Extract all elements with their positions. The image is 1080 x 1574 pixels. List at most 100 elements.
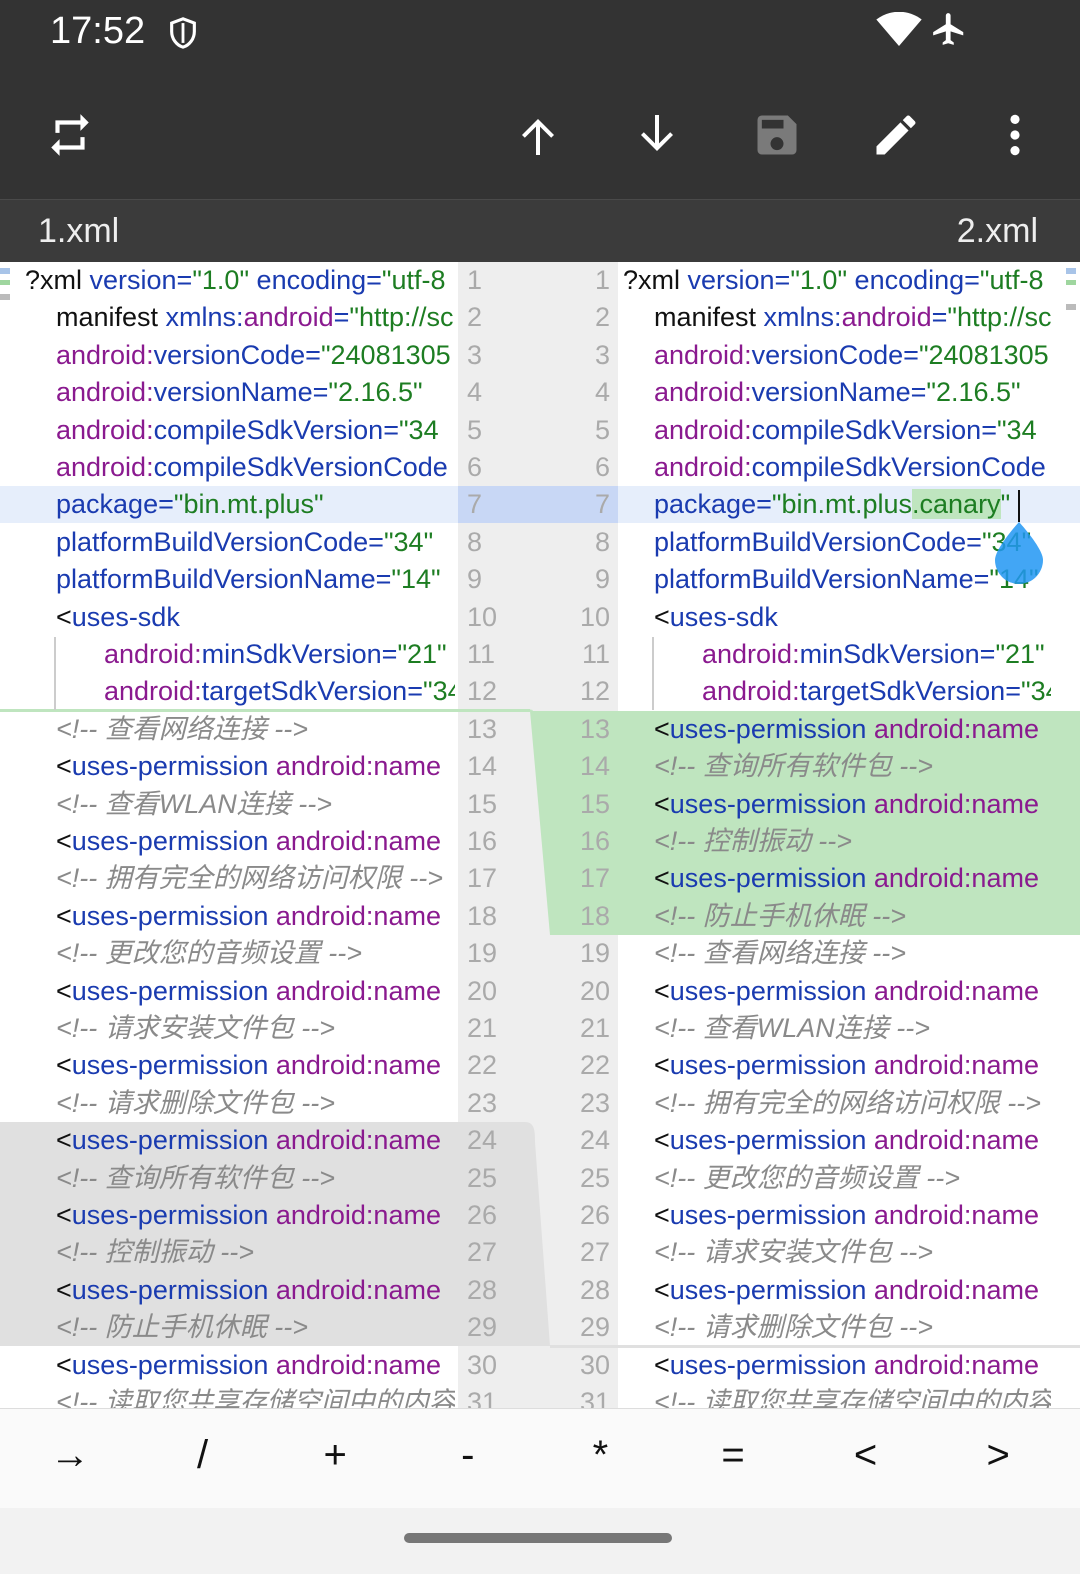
symbol-key[interactable]: / (197, 1433, 209, 1477)
left-code-line: platformBuildVersionName="14" (56, 561, 455, 598)
tag-token: version= (89, 265, 193, 295)
more-button[interactable] (980, 100, 1050, 170)
comment-token: <!-- 请求安装文件包 --> (654, 1237, 934, 1268)
left-line-number: 20 (467, 975, 498, 1006)
tag-token: targetSdkVersion= (799, 676, 1021, 707)
right-line-number: 4 (594, 377, 610, 408)
left-line-number: 23 (467, 1087, 498, 1118)
right-code-line: <uses-permission android:name (654, 786, 1051, 823)
attr-token: android: (104, 676, 202, 707)
overview-marker (0, 268, 10, 274)
tag-token: minSdkVersion= (201, 639, 398, 669)
left-code-line: <!-- 查询所有软件包 --> (56, 1160, 455, 1197)
right-code-line: ?xml version="1.0" encoding="utf-8 (623, 262, 1051, 299)
left-current-line (0, 486, 458, 523)
right-code-line: android:minSdkVersion="21" (702, 636, 1051, 673)
value-token: "34" (383, 526, 434, 557)
value-token: "24081305 (320, 339, 451, 370)
symbol-key[interactable]: + (323, 1433, 347, 1477)
right-line-number: 7 (594, 489, 610, 520)
diff-view[interactable]: ?xml version="1.0" encoding="utf-8 1 manif… (0, 262, 1080, 1408)
value-token: "24081305 (918, 339, 1049, 370)
left-code-line: <uses-permission android:name (56, 898, 455, 935)
attr-token: android (841, 302, 932, 333)
left-line-number: 5 (467, 414, 483, 445)
save-icon (757, 115, 797, 155)
right-line-number: 24 (579, 1125, 610, 1156)
tag-token: compileSdkVersionCode (153, 452, 448, 482)
right-line-number: 1 (594, 265, 610, 295)
right-code-line: <!-- 查看WLAN连接 --> (654, 1010, 1051, 1047)
punctuation: < (56, 601, 72, 632)
gutter-current-line (458, 486, 618, 523)
left-line-number: 14 (467, 751, 498, 782)
arrow-down-icon (641, 115, 673, 151)
tag-token: uses-permission (669, 1274, 874, 1305)
right-code-line: android:targetSdkVersion="34 (702, 673, 1051, 710)
symbol-key[interactable]: - (461, 1433, 475, 1477)
value-token: "utf-8 (381, 265, 446, 295)
tag-token: uses-permission (71, 1274, 276, 1305)
symbol-key[interactable]: = (721, 1433, 745, 1477)
left-code-line: android:versionCode="24081305 (56, 337, 455, 374)
value-token: "bin.mt.plus (771, 489, 913, 520)
tag-token: version= (687, 265, 791, 295)
left-line-number: 22 (467, 1050, 498, 1081)
attr-token: android:name (275, 1349, 441, 1380)
tag-token: uses-permission (71, 1050, 276, 1081)
right-line-number: 26 (579, 1200, 610, 1230)
tag-token: uses-permission (669, 1050, 874, 1081)
right-line-number: 29 (579, 1312, 610, 1343)
home-handle[interactable] (404, 1533, 672, 1543)
diff-connectors (0, 268, 1080, 1348)
value-token: "2.16.5" (328, 377, 423, 408)
right-code-line: manifest xmlns:android="http://sc (654, 299, 1051, 336)
symbol-key[interactable]: → (50, 1433, 90, 1477)
symbol-key[interactable]: * (592, 1433, 609, 1477)
added-connector (0, 709, 618, 935)
right-line-number: 16 (579, 826, 610, 856)
tag-token: encoding= (256, 265, 382, 295)
left-removed-block (0, 1122, 458, 1346)
right-code-line: <uses-permission android:name (654, 1197, 1051, 1234)
cursor-handle[interactable] (993, 520, 1045, 586)
tag-token: uses-permission (669, 1200, 874, 1230)
save-button[interactable] (742, 100, 812, 170)
tag-token: uses-permission (71, 1125, 276, 1156)
right-line-number: 15 (579, 788, 610, 819)
clock: 17:52 (50, 10, 146, 52)
left-code-line: <!-- 拥有完全的网络访问权限 --> (56, 860, 455, 897)
edit-button[interactable] (861, 100, 931, 170)
swap-button[interactable] (35, 100, 105, 170)
value-token: "34 (1020, 676, 1051, 707)
left-line-number: 24 (467, 1125, 498, 1156)
left-code-line: <uses-permission android:name (56, 1272, 455, 1309)
symbol-key-bar: → / + - * = < > (0, 1408, 1080, 1508)
tag-token: uses-permission (669, 863, 874, 894)
comment-token: <!-- 查看WLAN连接 --> (654, 1013, 931, 1043)
arrow-up-icon (522, 119, 554, 155)
left-line-number: 7 (467, 489, 483, 520)
value-token: "utf-8 (979, 265, 1044, 295)
next-diff-button[interactable] (622, 100, 692, 170)
right-file-name: 2.xml (956, 212, 1038, 250)
value-token: "http://sc (349, 302, 454, 333)
attr-token: android:name (873, 1274, 1039, 1305)
attr-token: android: (56, 377, 154, 408)
punctuation: ?xml (25, 265, 90, 295)
attr-token: android: (654, 377, 752, 408)
left-line-number: 16 (467, 826, 498, 856)
attr-token: android:name (275, 751, 441, 782)
punctuation: < (56, 1200, 72, 1230)
left-line-number: 30 (467, 1349, 498, 1380)
symbol-key[interactable]: < (853, 1433, 878, 1477)
attr-token: android: (702, 639, 800, 669)
symbol-key[interactable]: > (986, 1433, 1010, 1477)
swap-icon (51, 114, 89, 156)
left-code-line: ?xml version="1.0" encoding="utf-8 (25, 262, 455, 299)
right-code-line: <uses-permission android:name (654, 711, 1051, 748)
left-code-line: <!-- 读取您共享存储空间中的内容 (56, 1384, 455, 1408)
previous-diff-button[interactable] (503, 100, 573, 170)
attr-token: android: (702, 676, 800, 707)
comment-token: <!-- 更改您的音频设置 --> (56, 938, 363, 969)
